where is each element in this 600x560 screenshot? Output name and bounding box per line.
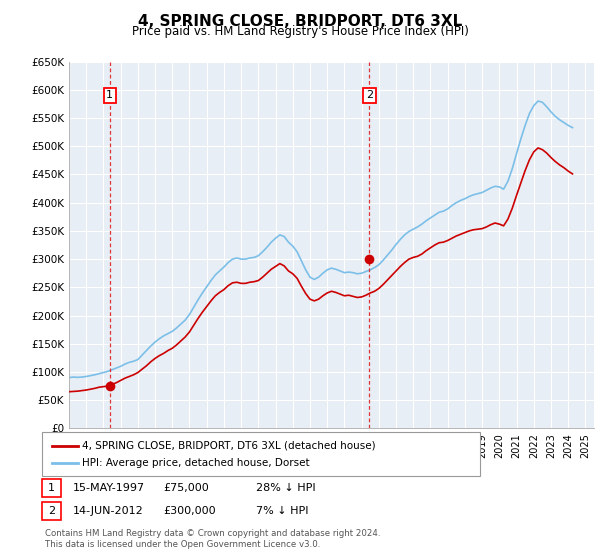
Text: 2: 2 <box>48 506 55 516</box>
Text: £75,000: £75,000 <box>163 483 209 493</box>
Text: Price paid vs. HM Land Registry's House Price Index (HPI): Price paid vs. HM Land Registry's House … <box>131 25 469 38</box>
Text: 2: 2 <box>366 91 373 100</box>
Text: HPI: Average price, detached house, Dorset: HPI: Average price, detached house, Dors… <box>82 458 310 468</box>
Text: 7% ↓ HPI: 7% ↓ HPI <box>256 506 309 516</box>
Text: Contains HM Land Registry data © Crown copyright and database right 2024.
This d: Contains HM Land Registry data © Crown c… <box>45 529 380 549</box>
Text: £300,000: £300,000 <box>163 506 216 516</box>
Text: 1: 1 <box>106 91 113 100</box>
Text: 14-JUN-2012: 14-JUN-2012 <box>73 506 144 516</box>
Text: 4, SPRING CLOSE, BRIDPORT, DT6 3XL: 4, SPRING CLOSE, BRIDPORT, DT6 3XL <box>138 14 462 29</box>
Text: 1: 1 <box>48 483 55 493</box>
Text: 4, SPRING CLOSE, BRIDPORT, DT6 3XL (detached house): 4, SPRING CLOSE, BRIDPORT, DT6 3XL (deta… <box>82 441 376 451</box>
Text: 28% ↓ HPI: 28% ↓ HPI <box>256 483 316 493</box>
Text: 15-MAY-1997: 15-MAY-1997 <box>73 483 145 493</box>
